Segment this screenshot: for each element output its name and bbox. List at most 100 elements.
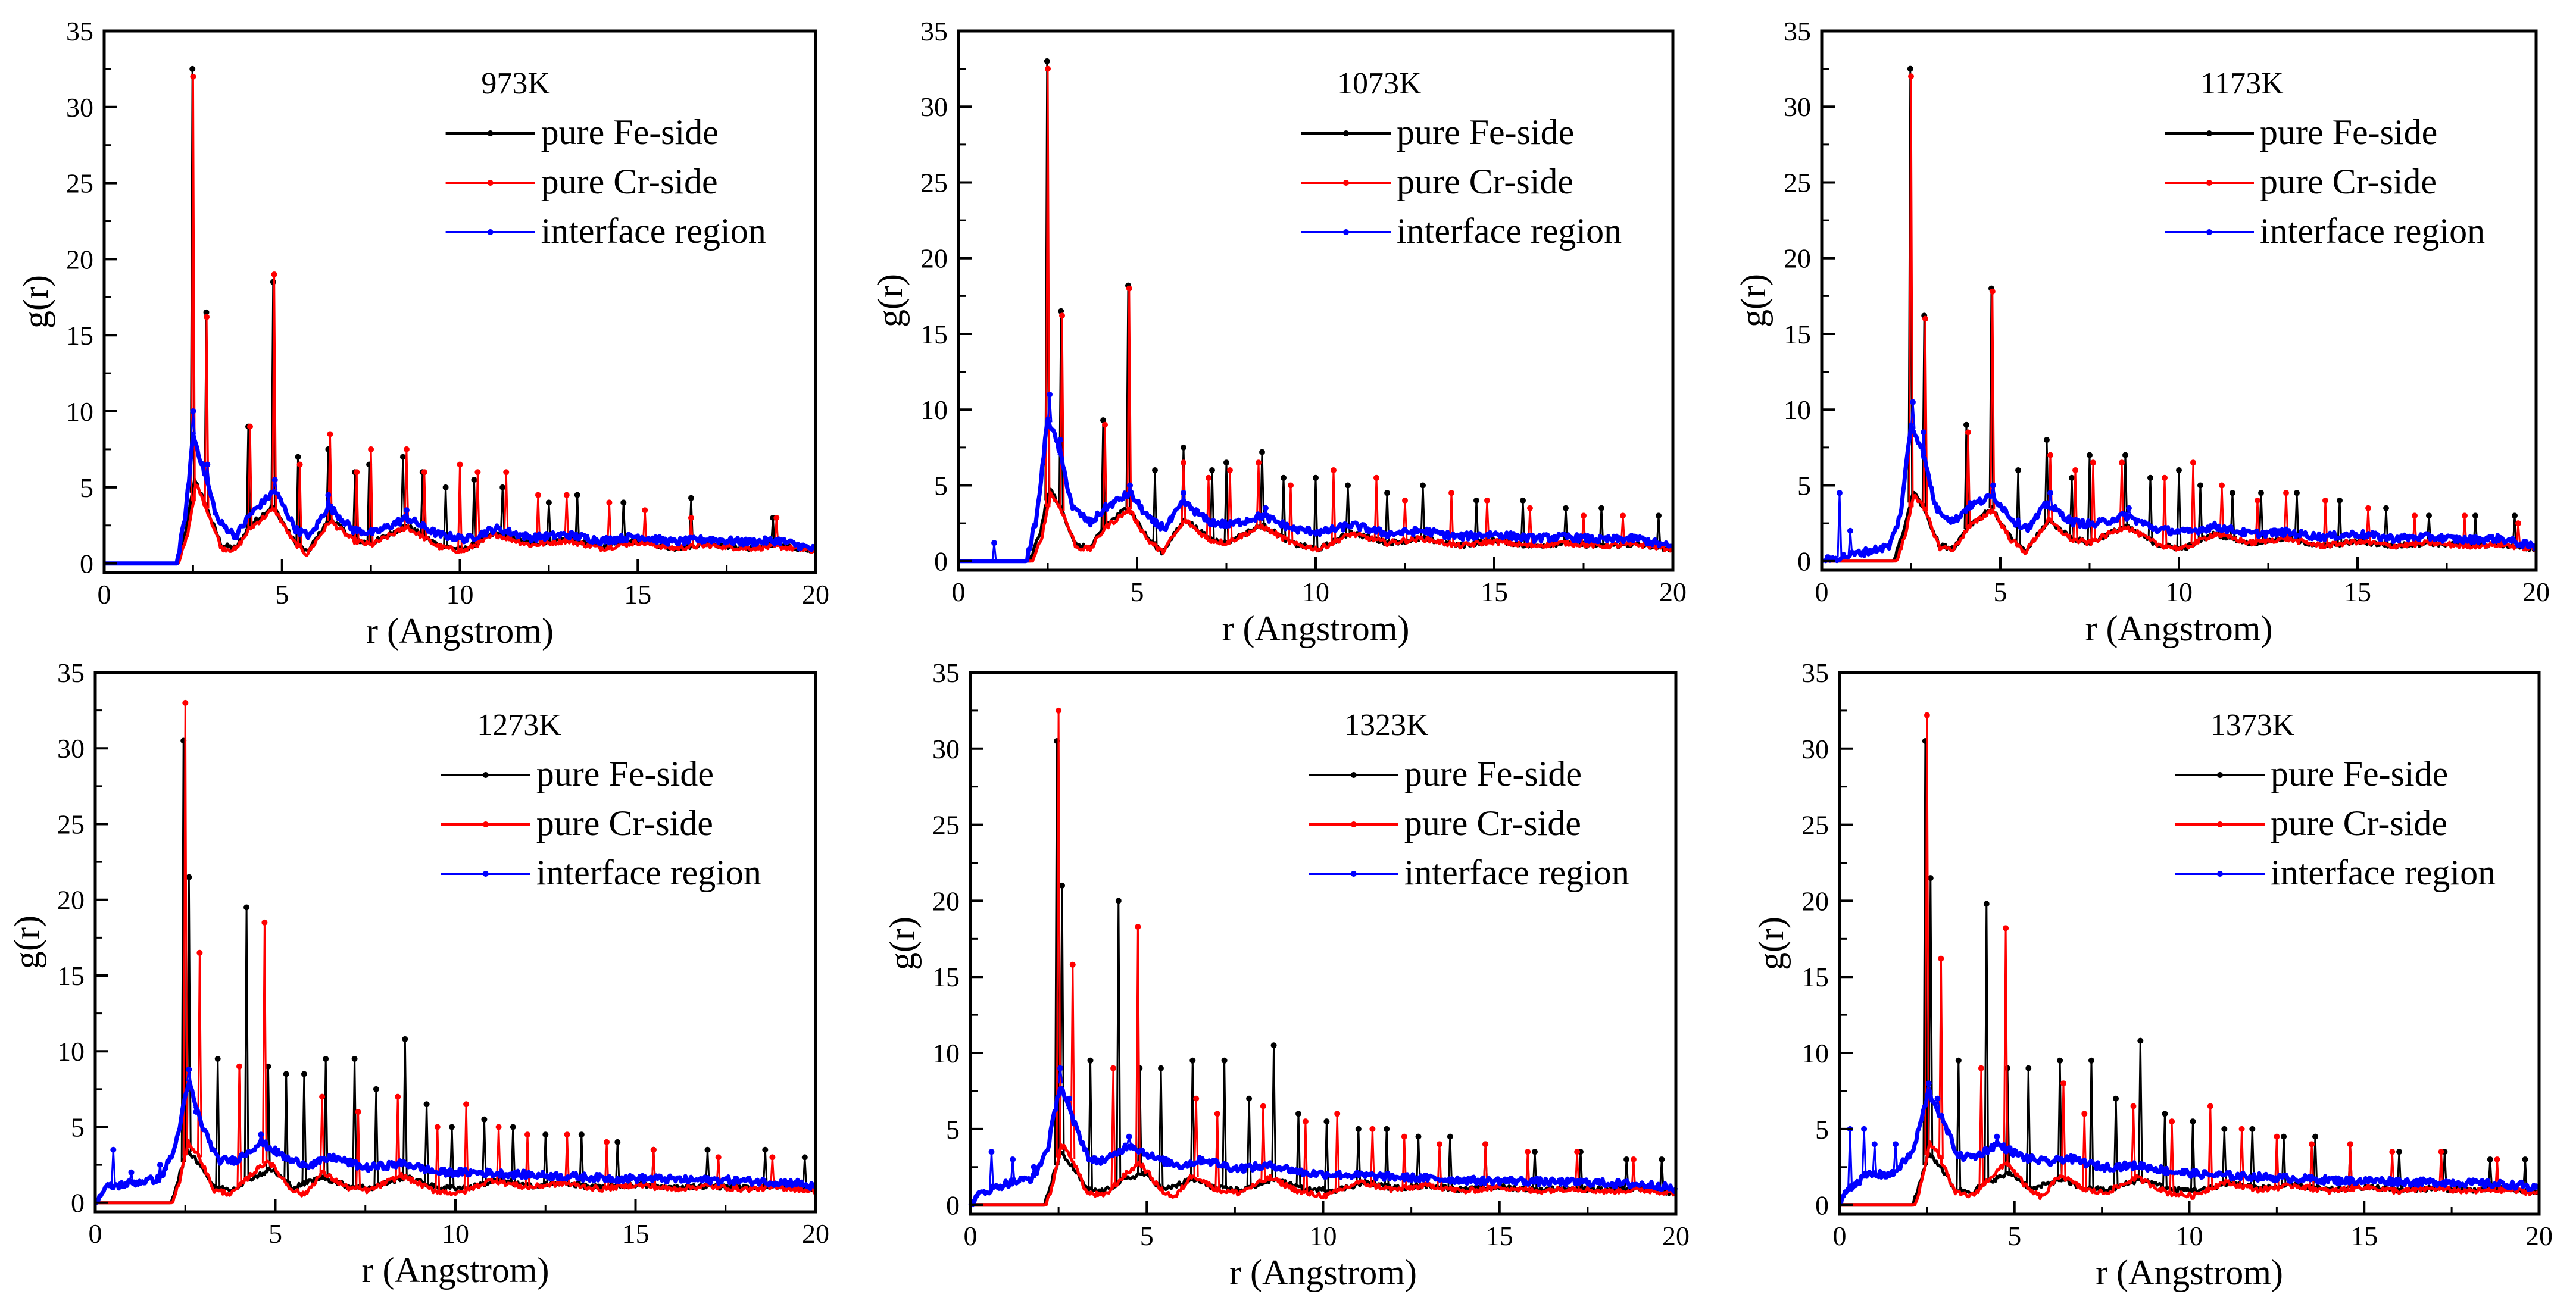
temperature-label: 1273K — [477, 708, 561, 742]
x-tick-label: 5 — [275, 579, 289, 609]
spike-marker-cr-14 — [2438, 1149, 2444, 1155]
spike-marker-cr-13 — [2322, 497, 2328, 504]
spike-marker-fe-11 — [1345, 482, 1351, 489]
y-tick-label: 10 — [932, 1038, 960, 1068]
spike-marker-cr-4 — [296, 461, 303, 468]
spike-marker-fe-15 — [1520, 497, 1526, 504]
spike-fe-10 — [1295, 1114, 1301, 1188]
spike-marker-cr-13 — [2389, 1149, 2396, 1155]
x-tick-label: 15 — [624, 579, 651, 609]
spike-marker-fe-18 — [1656, 512, 1662, 519]
spike-marker-fe-2 — [1963, 421, 1969, 428]
spike-marker-cr-5 — [1206, 474, 1211, 481]
spike-marker-fe-16 — [578, 1131, 585, 1138]
spike-fe-5 — [1158, 1068, 1164, 1187]
spike-marker-fe-11 — [2190, 1118, 2196, 1125]
spike-marker-fe-2 — [1100, 417, 1106, 424]
spike-fe-2 — [1088, 1060, 1093, 1190]
spike-marker-cr-13 — [650, 1146, 657, 1153]
spike-marker-cr-9 — [421, 469, 427, 476]
legend-label-cr: pure Cr-side — [2260, 162, 2437, 201]
y-tick-label: 35 — [1784, 16, 1811, 46]
spike-fe-3 — [1984, 904, 1990, 1183]
spike-marker-fe-10 — [1295, 1111, 1301, 1117]
spike-marker-interface-3 — [128, 1169, 135, 1176]
spike-marker-cr-4 — [319, 1093, 326, 1100]
spike-marker-interface-5 — [1837, 490, 1843, 496]
spike-cr-2 — [1110, 1068, 1116, 1187]
spike-marker-fe-13 — [481, 1116, 488, 1123]
spike-marker-fe-7 — [2087, 452, 2093, 458]
spike-marker-fe-7 — [1221, 1057, 1228, 1064]
spike-marker-fe-6 — [1209, 467, 1215, 473]
spike-cr-5 — [1214, 1114, 1220, 1190]
spike-fe-5 — [2025, 1068, 2031, 1187]
y-tick-label: 5 — [946, 1114, 960, 1145]
y-tick-label: 5 — [1797, 470, 1811, 501]
x-tick-label: 0 — [964, 1221, 978, 1251]
spike-marker-cr-5 — [2072, 467, 2078, 473]
temperature-label: 1373K — [2210, 708, 2295, 742]
x-tick-label: 0 — [1833, 1221, 1847, 1251]
spike-marker-cr-4 — [2060, 1080, 2066, 1087]
spike-cr-5 — [355, 1111, 361, 1189]
spike-marker-fe-8 — [351, 1056, 358, 1062]
spike-marker-cr-15 — [2494, 1156, 2500, 1162]
spike-fe-9 — [1271, 1045, 1277, 1180]
spike-marker-fe-5 — [1158, 1065, 1164, 1071]
spike-marker-cr-14 — [2365, 505, 2371, 511]
spike-marker-interface-0 — [1047, 391, 1053, 398]
spike-fe-8 — [2113, 1098, 2119, 1188]
spike-marker-fe-10 — [2162, 1111, 2168, 1117]
spike-marker-cr-11 — [564, 1131, 570, 1138]
y-tick-label: 30 — [66, 92, 93, 123]
spike-interface-5 — [1893, 1144, 1899, 1171]
spike-marker-interface-3 — [1010, 1156, 1016, 1162]
spike-marker-cr-0 — [190, 73, 196, 80]
spike-cr-7 — [2169, 1121, 2175, 1193]
legend-label-fe: pure Fe-side — [2271, 754, 2448, 793]
spike-marker-interface-2 — [1990, 482, 1996, 489]
spike-marker-fe-11 — [471, 477, 477, 483]
spike-marker-fe-7 — [1223, 459, 1229, 466]
spike-marker-fe-16 — [2383, 505, 2389, 511]
spike-marker-cr-15 — [1630, 1156, 1637, 1162]
spike-marker-cr-12 — [503, 469, 510, 476]
spike-marker-cr-9 — [1369, 1126, 1376, 1132]
spike-marker-fe-17 — [2426, 512, 2432, 519]
spike-marker-fe-6 — [2069, 474, 2075, 481]
spike-marker-interface-2 — [1127, 482, 1133, 489]
x-tick-label: 20 — [802, 1218, 829, 1249]
legend-label-fe: pure Fe-side — [1397, 112, 1574, 152]
spike-marker-cr-2 — [1965, 429, 1971, 436]
spike-marker-fe-3 — [243, 904, 250, 911]
spike-marker-cr-17 — [688, 515, 694, 521]
x-tick-label: 0 — [98, 579, 111, 609]
spike-marker-fe-8 — [2113, 1095, 2119, 1102]
spike-fe-2 — [1956, 1060, 1962, 1190]
legend-marker-fe — [2217, 772, 2223, 778]
series-line-interface-region — [968, 1086, 1678, 1208]
spike-cr-1 — [1938, 958, 1944, 1160]
spike-marker-cr-11 — [2309, 1141, 2315, 1148]
spike-marker-cr-1 — [196, 949, 203, 956]
spike-marker-fe-1 — [186, 874, 192, 880]
y-tick-label: 35 — [1801, 658, 1829, 688]
x-axis-label: r (Angstrom) — [2096, 1253, 2283, 1292]
legend-label-interface: interface region — [1404, 853, 1629, 892]
y-tick-label: 5 — [934, 470, 948, 501]
spike-marker-cr-3 — [271, 271, 277, 277]
spike-marker-cr-16 — [642, 507, 648, 514]
spike-marker-cr-0 — [1924, 712, 1930, 718]
x-tick-label: 20 — [2522, 577, 2550, 607]
spike-marker-fe-11 — [1323, 1118, 1330, 1125]
spike-marker-cr-8 — [1334, 1111, 1341, 1117]
spike-marker-fe-13 — [1384, 1126, 1390, 1132]
spike-marker-fe-14 — [2281, 1133, 2287, 1140]
spike-fe-10 — [402, 1039, 408, 1177]
spike-marker-fe-8 — [1259, 449, 1265, 455]
x-tick-label: 15 — [1486, 1221, 1513, 1251]
spike-cr-3 — [261, 922, 267, 1164]
spike-marker-cr-3 — [2003, 925, 2009, 931]
legend-marker-fe — [487, 130, 494, 136]
